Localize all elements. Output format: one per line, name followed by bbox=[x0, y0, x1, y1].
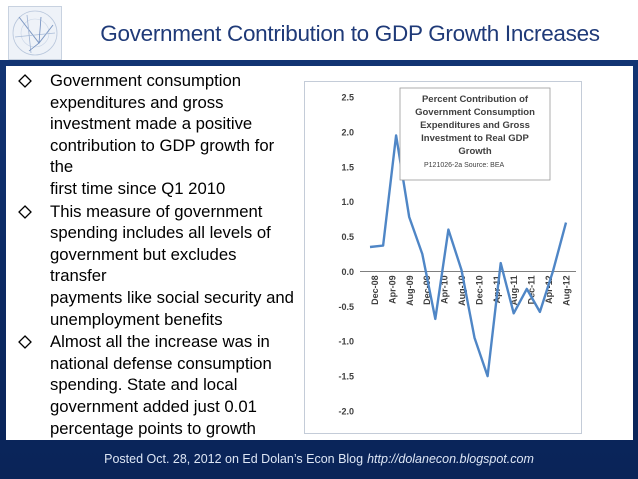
x-tick-label: Aug-09 bbox=[405, 275, 415, 306]
bullet-line: percentage points to growth bbox=[50, 418, 256, 438]
chart-title-line: Government Consumption bbox=[415, 107, 535, 118]
bullet-line: government added just 0.01 bbox=[50, 396, 257, 416]
bullet-line: Government consumption bbox=[50, 71, 242, 90]
chart-title-line: Growth bbox=[458, 146, 491, 157]
y-tick-label: -0.5 bbox=[338, 302, 354, 312]
chart-title-line: Percent Contribution of bbox=[422, 94, 529, 105]
x-tick-label: Apr-10 bbox=[440, 275, 450, 304]
bullet-line: Almost all the increase was in bbox=[50, 332, 270, 352]
x-tick-label: Aug-12 bbox=[561, 275, 571, 306]
x-tick-label: Dec-11 bbox=[527, 275, 537, 304]
bullet-line: contribution to GDP growth for the bbox=[50, 135, 275, 177]
x-tick-label: Aug-10 bbox=[457, 275, 467, 306]
bullet-item: Almost all the increase was in national … bbox=[6, 331, 296, 439]
x-tick-label: Aug-11 bbox=[509, 275, 519, 305]
y-tick-label: 2.5 bbox=[341, 93, 354, 103]
y-tick-label: -1.0 bbox=[338, 337, 354, 347]
bullet-line: payments like social security and bbox=[50, 287, 294, 307]
y-tick-label: 0.5 bbox=[341, 232, 354, 242]
slide-header: Government Contribution to GDP Growth In… bbox=[0, 0, 638, 60]
bullet-line: first time since Q1 2010 bbox=[50, 178, 226, 198]
y-tick-label: 1.0 bbox=[341, 197, 354, 207]
line-chart: 2.5 2.0 1.5 1.0 0.5 0.0 -0.5 -1.0 -1.5 -2.0 Dec-08… bbox=[304, 81, 582, 434]
bullet-item: Government consumption expenditures and … bbox=[6, 70, 296, 200]
blog-url-link[interactable]: http://dolanecon.blogspot.com bbox=[367, 452, 534, 466]
chart-title-box bbox=[399, 87, 551, 181]
slide-footer: Posted Oct. 28, 2012 on Ed Dolan’s Econ … bbox=[0, 452, 638, 466]
chart-title-line: Investment to Real GDP bbox=[421, 133, 529, 144]
bullet-line: spending. State and local bbox=[50, 375, 238, 395]
footer-text: Posted Oct. 28, 2012 on Ed Dolan’s Econ … bbox=[104, 452, 364, 466]
bullet-line: expenditures and gross bbox=[50, 92, 224, 112]
y-tick-label: 0.0 bbox=[341, 267, 354, 277]
y-tick-label: -2.0 bbox=[338, 407, 354, 417]
bullet-item: This measure of government spending incl… bbox=[6, 201, 296, 331]
line-chart-svg: 2.5 2.0 1.5 1.0 0.5 0.0 -0.5 -1.0 -1.5 -2.0 Dec-08… bbox=[304, 81, 582, 434]
x-tick-label: Dec-10 bbox=[474, 275, 484, 305]
bullet-list: Government consumption expenditures and … bbox=[6, 70, 296, 439]
x-tick-label: Dec-08 bbox=[370, 275, 380, 305]
bullet-line: This measure of government bbox=[50, 201, 263, 221]
y-tick-label: 1.5 bbox=[341, 162, 354, 172]
diamond-bullet-icon bbox=[18, 74, 32, 88]
x-tick-label: Apr-12 bbox=[544, 275, 554, 304]
diamond-bullet-icon bbox=[18, 335, 32, 350]
slide-title: Government Contribution to GDP Growth In… bbox=[100, 21, 600, 46]
bullet-line: unemployment benefits bbox=[50, 309, 223, 329]
x-tick-label: Apr-09 bbox=[387, 275, 397, 304]
bullet-line: spending includes all levels of bbox=[50, 223, 271, 243]
bullet-line: investment made a positive bbox=[50, 114, 253, 134]
y-tick-label: 2.0 bbox=[341, 127, 354, 137]
decorative-logo-image bbox=[8, 6, 62, 60]
diamond-bullet-icon bbox=[18, 204, 32, 219]
y-tick-label: -1.5 bbox=[338, 372, 354, 382]
chart-title-line: Expenditures and Gross bbox=[420, 120, 530, 131]
bullet-line: government but excludes transfer bbox=[50, 244, 237, 286]
bullet-line: national defense consumption bbox=[50, 353, 272, 373]
x-tick-label: Dec-09 bbox=[422, 275, 432, 305]
content-panel: Government consumption expenditures and … bbox=[6, 66, 633, 440]
chart-source-label: P121026-2a Source: BEA bbox=[424, 162, 504, 169]
